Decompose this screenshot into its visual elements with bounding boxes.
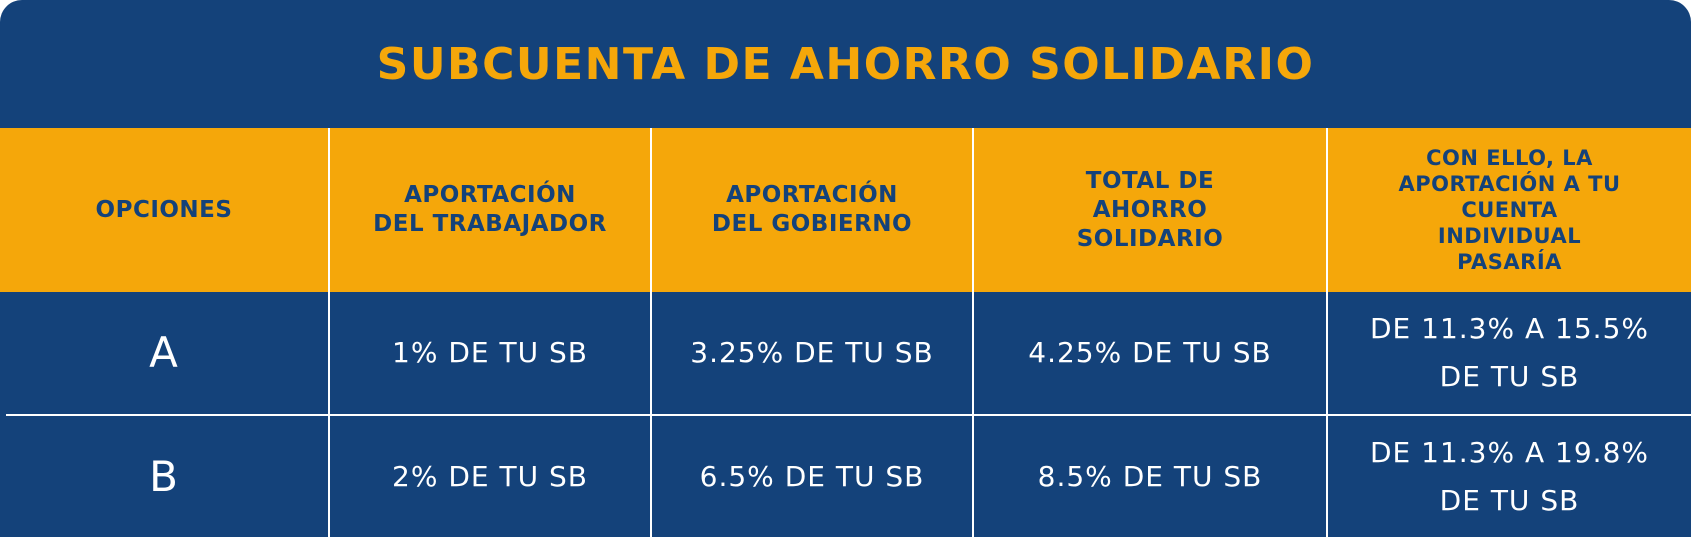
row-b-option: B xyxy=(149,451,179,501)
row-b-government: 6.5% DE TU SB xyxy=(699,459,925,493)
row-b-result: DE 11.3% A 19.8% DE TU SB xyxy=(1369,435,1649,517)
row-a-government: 3.25% DE TU SB xyxy=(690,336,934,369)
row-a-total: 4.25% DE TU SB xyxy=(1028,336,1272,369)
header-individual-account-result: CON ELLO, LA APORTACIÓN A TU CUENTA INDI… xyxy=(1398,146,1621,274)
header-options: OPCIONES xyxy=(95,196,233,223)
column-divider xyxy=(328,128,330,537)
row-a-worker: 1% DE TU SB xyxy=(392,336,588,369)
row-b-worker: 2% DE TU SB xyxy=(392,459,588,493)
row-a-result: DE 11.3% A 15.5% DE TU SB xyxy=(1369,312,1649,393)
header-total-solidarity-savings: TOTAL DE AHORRO SOLIDARIO xyxy=(1076,167,1224,252)
row-a-option: A xyxy=(149,328,179,377)
header-worker-contribution: APORTACIÓN DEL TRABAJADOR xyxy=(373,182,607,237)
column-divider xyxy=(972,128,974,537)
table-title: SUBCUENTA DE AHORRO SOLIDARIO xyxy=(376,38,1315,90)
row-divider xyxy=(6,414,1691,416)
row-b-total: 8.5% DE TU SB xyxy=(1037,459,1263,493)
column-divider xyxy=(650,128,652,537)
header-government-contribution: APORTACIÓN DEL GOBIERNO xyxy=(711,182,913,237)
column-divider xyxy=(1326,128,1328,537)
table-header-row: OPCIONES APORTACIÓN DEL TRABAJADOR APORT… xyxy=(0,128,1691,292)
